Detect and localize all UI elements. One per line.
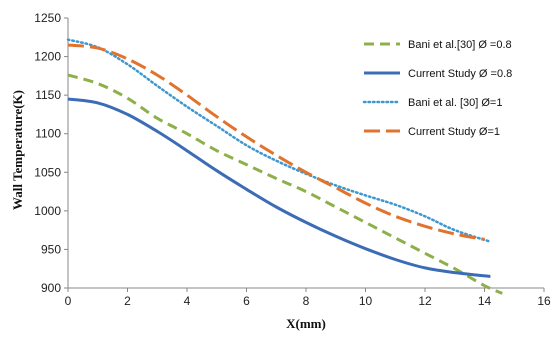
x-tick-label: 8 bbox=[303, 294, 310, 308]
y-axis-title: Wall Temperature(K) bbox=[10, 90, 25, 210]
y-tick-label: 1200 bbox=[34, 50, 61, 64]
y-tick-label: 1050 bbox=[34, 165, 61, 179]
x-tick-label: 14 bbox=[478, 294, 492, 308]
legend-label-4: Current Study Ø=1 bbox=[408, 126, 500, 138]
x-tick-label: 12 bbox=[418, 294, 432, 308]
legend-label-3: Bani et al. [30] Ø=1 bbox=[408, 97, 502, 109]
series-line-2 bbox=[67, 97, 491, 278]
legend: Bani et al.[30] Ø =0.8 Current Study Ø =0… bbox=[362, 39, 512, 138]
legend-label-2: Current Study Ø =0.8 bbox=[408, 68, 512, 80]
series-line-1 bbox=[67, 73, 503, 295]
x-axis-title: X(mm) bbox=[286, 316, 326, 331]
axes: 0 2 4 6 8 10 12 14 16 900 950 1000 1050 1100 1150 1200 1… bbox=[34, 11, 551, 308]
legend-label-1: Bani et al.[30] Ø =0.8 bbox=[408, 39, 512, 51]
y-tick-label: 1250 bbox=[34, 11, 61, 25]
x-tick-label: 10 bbox=[359, 294, 373, 308]
series-line-4 bbox=[67, 43, 485, 241]
y-tick-label: 950 bbox=[41, 242, 61, 256]
y-tick-label: 1150 bbox=[35, 88, 61, 102]
x-tick-label: 0 bbox=[65, 294, 72, 308]
series-line-3 bbox=[66, 38, 492, 243]
y-tick-label: 1000 bbox=[34, 204, 61, 218]
y-tick-label: 1100 bbox=[35, 127, 61, 141]
x-tick-label: 4 bbox=[184, 294, 191, 308]
x-tick-label: 16 bbox=[537, 294, 551, 308]
series-lines bbox=[66, 38, 503, 295]
x-tick-label: 2 bbox=[124, 294, 131, 308]
y-tick-label: 900 bbox=[41, 281, 61, 295]
x-tick-label: 6 bbox=[243, 294, 250, 308]
